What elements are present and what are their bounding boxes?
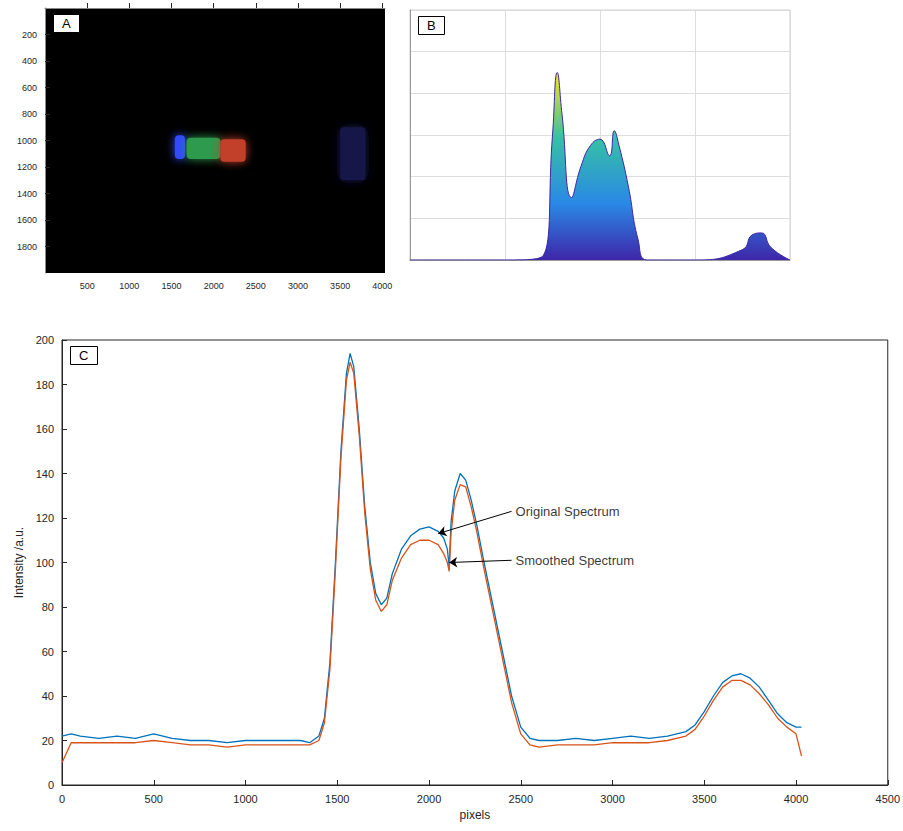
svg-text:B: B <box>427 18 436 33</box>
svg-text:600: 600 <box>22 83 37 93</box>
svg-text:A: A <box>62 16 71 31</box>
svg-text:200: 200 <box>36 334 54 346</box>
svg-text:3500: 3500 <box>330 281 350 291</box>
svg-text:100: 100 <box>36 557 54 569</box>
svg-text:3500: 3500 <box>692 793 716 805</box>
svg-text:200: 200 <box>22 30 37 40</box>
svg-text:80: 80 <box>42 601 54 613</box>
svg-text:4000: 4000 <box>784 793 808 805</box>
svg-text:500: 500 <box>80 281 95 291</box>
svg-text:1200: 1200 <box>17 162 37 172</box>
svg-text:60: 60 <box>42 646 54 658</box>
svg-text:40: 40 <box>42 690 54 702</box>
svg-text:2500: 2500 <box>509 793 533 805</box>
svg-text:1500: 1500 <box>161 281 181 291</box>
svg-text:160: 160 <box>36 423 54 435</box>
svg-text:1000: 1000 <box>17 136 37 146</box>
svg-text:1800: 1800 <box>17 242 37 252</box>
svg-text:0: 0 <box>48 779 54 791</box>
svg-text:pixels: pixels <box>460 808 491 822</box>
svg-text:2500: 2500 <box>246 281 266 291</box>
svg-text:3000: 3000 <box>288 281 308 291</box>
svg-text:1600: 1600 <box>17 215 37 225</box>
svg-text:3000: 3000 <box>600 793 624 805</box>
svg-text:400: 400 <box>22 56 37 66</box>
svg-text:4000: 4000 <box>372 281 392 291</box>
svg-text:120: 120 <box>36 512 54 524</box>
svg-text:1000: 1000 <box>119 281 139 291</box>
svg-text:Original Spectrum: Original Spectrum <box>516 504 620 519</box>
svg-text:4500: 4500 <box>876 793 900 805</box>
svg-text:2000: 2000 <box>417 793 441 805</box>
svg-text:800: 800 <box>22 109 37 119</box>
svg-text:0: 0 <box>59 793 65 805</box>
svg-text:1000: 1000 <box>233 793 257 805</box>
svg-text:1500: 1500 <box>325 793 349 805</box>
svg-text:20: 20 <box>42 735 54 747</box>
svg-text:Intensity /a.u.: Intensity /a.u. <box>12 527 26 598</box>
svg-text:Smoothed Spectrum: Smoothed Spectrum <box>516 553 635 568</box>
svg-text:140: 140 <box>36 468 54 480</box>
svg-text:C: C <box>79 348 88 363</box>
svg-text:2000: 2000 <box>204 281 224 291</box>
svg-text:180: 180 <box>36 379 54 391</box>
svg-text:500: 500 <box>145 793 163 805</box>
svg-text:1400: 1400 <box>17 189 37 199</box>
